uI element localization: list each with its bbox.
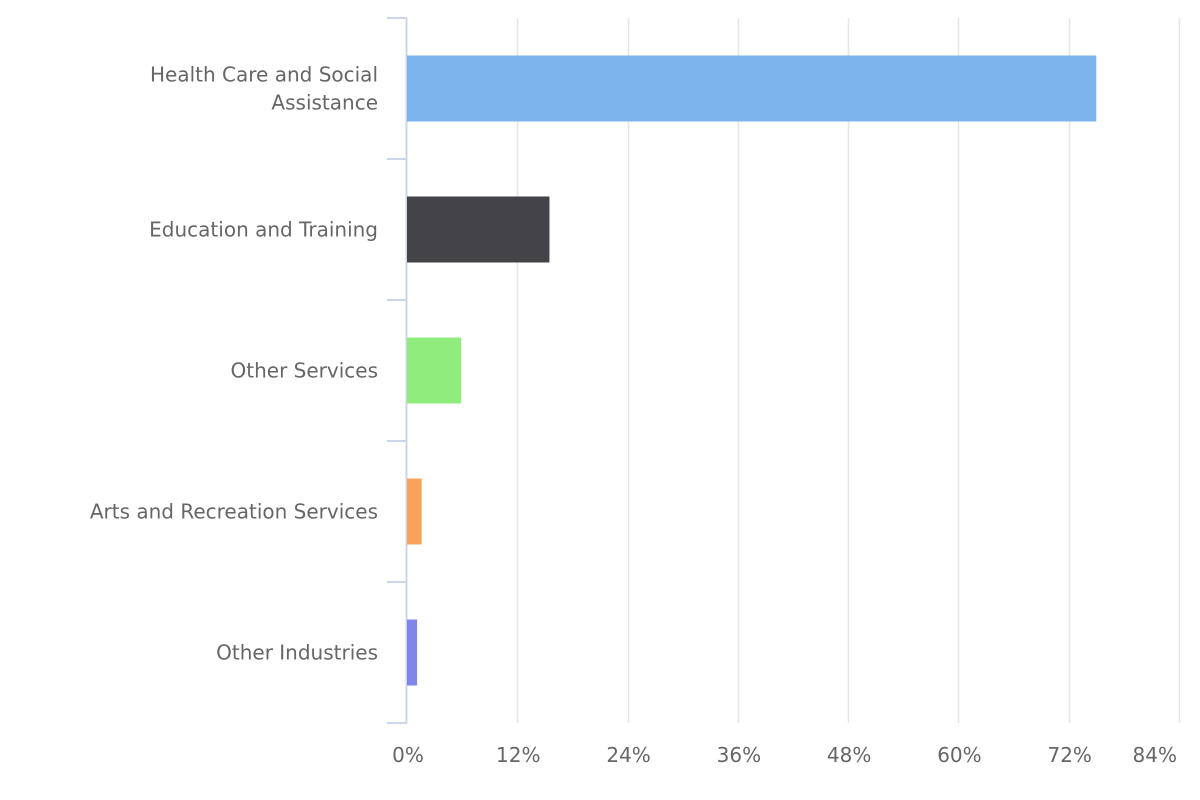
value-tick-label: 72% (1047, 743, 1091, 767)
category-label: Arts and Recreation Services (90, 500, 378, 524)
bar[interactable] (407, 196, 550, 263)
value-tick-label: 0% (392, 743, 424, 767)
category-axis (387, 17, 408, 724)
value-tick-label: 12% (496, 743, 540, 767)
bar[interactable] (407, 478, 422, 545)
value-axis-labels: 0% 12% 24% 36% 48% 60% 72% 84% (392, 743, 1177, 767)
value-tick-label: 24% (606, 743, 650, 767)
bar[interactable] (407, 55, 1097, 122)
value-tick-label: 60% (937, 743, 981, 767)
bar[interactable] (407, 619, 418, 686)
category-label: Education and Training (149, 218, 378, 242)
category-label: Other Services (231, 359, 378, 383)
category-labels: Health Care and Social Assistance Educatio… (90, 63, 378, 665)
value-tick-label: 36% (717, 743, 761, 767)
value-tick-label: 84% (1133, 743, 1177, 767)
bar[interactable] (407, 337, 462, 404)
bars (407, 55, 1097, 686)
category-label: Assistance (271, 91, 378, 115)
gridlines (516, 18, 1181, 723)
category-label: Other Industries (216, 641, 378, 665)
value-tick-label: 48% (827, 743, 871, 767)
category-label: Health Care and Social (150, 63, 378, 87)
